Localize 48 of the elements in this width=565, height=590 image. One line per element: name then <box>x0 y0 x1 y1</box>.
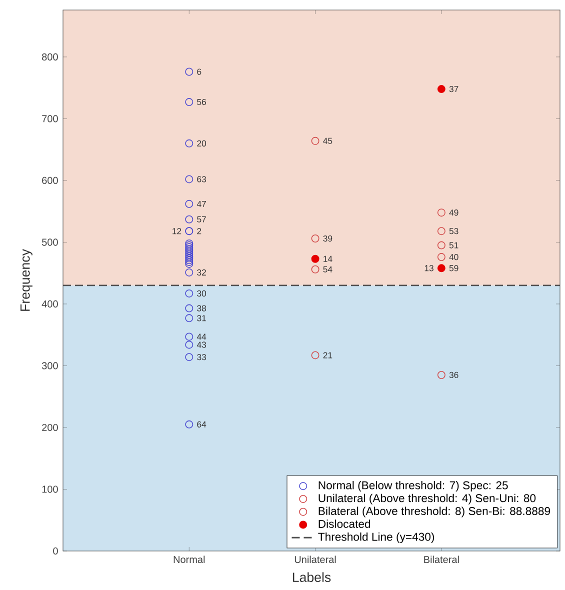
y-tick-label: 200 <box>42 424 58 432</box>
x-tick-label: Bilateral <box>424 556 459 564</box>
annotation: 64 <box>197 421 206 428</box>
x-tick-label: Unilateral <box>294 556 336 564</box>
annotation: 6 <box>197 68 202 75</box>
annotation: 21 <box>323 352 332 358</box>
y-tick-label: 100 <box>42 486 58 493</box>
y-tick-label: 500 <box>42 238 58 246</box>
annotation: 31 <box>197 315 206 322</box>
annotation: 51 <box>449 242 458 248</box>
legend-label: Unilateral (Above threshold: 4) Sen-Uni: 80 <box>318 494 536 504</box>
annotation: 20 <box>197 140 206 146</box>
y-tick-label: 300 <box>42 362 58 370</box>
annotation: 2 <box>197 228 202 234</box>
annotation: 40 <box>449 254 458 260</box>
legend-label: Bilateral (Above threshold: 8) Sen-Bi: 88.8889 <box>318 506 550 518</box>
annotation: 45 <box>323 138 332 144</box>
y-tick-label: 800 <box>42 53 58 60</box>
annotation: 33 <box>197 354 206 360</box>
annotation: 63 <box>197 176 206 182</box>
annotation: 13 <box>424 265 434 272</box>
annotation: 49 <box>449 210 458 216</box>
y-axis-title: Frequency <box>20 249 32 311</box>
y-tick-label: 0 <box>53 547 58 555</box>
annotation: 12 <box>172 228 182 234</box>
annotation: 43 <box>196 342 206 348</box>
annotation: 54 <box>323 266 332 272</box>
annotation: 30 <box>197 290 206 297</box>
annotation: 44 <box>196 334 206 340</box>
annotation: 56 <box>197 98 206 106</box>
annotation: 14 <box>324 256 332 262</box>
legend-label: Threshold Line (y=430) <box>318 532 434 544</box>
annotation: 47 <box>196 200 206 207</box>
annotation: 59 <box>449 265 458 272</box>
annotation: 32 <box>197 269 206 276</box>
legend-label: Normal (Below threshold: 7) Spec: 25 <box>318 480 508 492</box>
y-tick-label: 600 <box>42 176 58 184</box>
y-tick-label: 700 <box>42 115 58 122</box>
y-tick-label: 400 <box>42 300 58 308</box>
legend-label: Dislocated <box>318 520 370 528</box>
annotation: 39 <box>323 235 332 242</box>
annotation: 38 <box>197 305 206 312</box>
x-axis-title: Labels <box>292 572 331 582</box>
x-tick-label: Normal <box>174 556 205 564</box>
annotation: 57 <box>197 216 206 222</box>
annotation: 53 <box>449 228 458 234</box>
annotation: 36 <box>449 372 458 378</box>
annotation: 37 <box>449 86 458 92</box>
